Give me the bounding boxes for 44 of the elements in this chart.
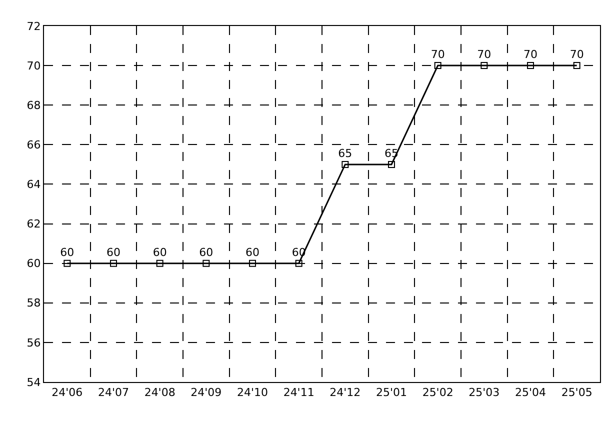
point xyxy=(388,160,395,168)
point xyxy=(434,62,442,70)
data-label: 60 xyxy=(246,246,260,259)
y-tick-label: 68 xyxy=(26,98,41,112)
data-label: 70 xyxy=(570,48,584,62)
x-tick-label: 25'01 xyxy=(376,386,408,400)
data-label: 60 xyxy=(60,246,74,259)
data-label: 70 xyxy=(430,48,445,62)
y-tick-label: 60 xyxy=(26,257,41,270)
data-label: 65 xyxy=(338,146,352,160)
x-tick-label: 25'05 xyxy=(561,386,592,400)
x-tick-label: 24'11 xyxy=(283,386,314,400)
data-label: 70 xyxy=(477,48,492,62)
point xyxy=(156,260,164,267)
y-tick-label: 54 xyxy=(26,376,41,389)
y-tick-label: 62 xyxy=(26,218,41,231)
y-tick-label: 64 xyxy=(26,178,41,192)
y-tick-label: 66 xyxy=(26,138,41,152)
x-tick-label: 24'09 xyxy=(190,386,222,400)
point xyxy=(527,62,534,70)
point xyxy=(64,260,71,267)
x-tick-label: 25'04 xyxy=(514,386,546,400)
point xyxy=(342,160,349,168)
x-tick-label: 24'06 xyxy=(52,386,83,400)
y-tick-label: 58 xyxy=(26,296,41,310)
x-tick-label: 24'07 xyxy=(98,386,130,400)
x-tick-label: 25'02 xyxy=(422,386,454,400)
data-label: 60 xyxy=(152,246,167,259)
point xyxy=(202,260,210,267)
point xyxy=(110,260,117,267)
point xyxy=(480,62,488,70)
x-tick-label: 24'08 xyxy=(144,386,176,400)
y-tick-label: 70 xyxy=(26,59,41,72)
data-label: 70 xyxy=(524,48,538,62)
x-tick-label: 25'03 xyxy=(468,386,500,400)
data-label: 60 xyxy=(199,246,214,259)
x-tick-label: 24'12 xyxy=(330,386,361,400)
point xyxy=(573,62,580,70)
y-tick-label: 72 xyxy=(26,20,41,33)
data-label: 60 xyxy=(106,246,120,259)
point xyxy=(295,260,302,267)
point xyxy=(249,260,256,267)
x-tick-label: 24'10 xyxy=(236,386,268,400)
y-tick-label: 56 xyxy=(26,336,41,350)
